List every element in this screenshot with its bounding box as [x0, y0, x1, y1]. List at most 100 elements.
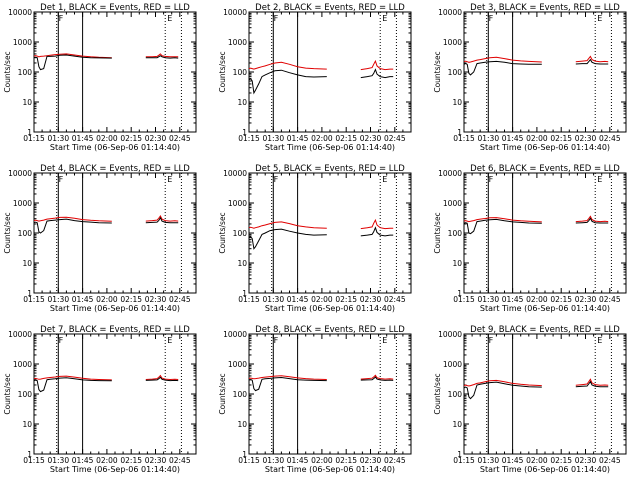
series-lld-line — [145, 53, 179, 58]
y-axis-label: Counts/sec — [218, 212, 227, 253]
series-events-line — [360, 68, 394, 79]
x-axis-label: Start Time (06-Sep-06 01:14:40) — [265, 304, 395, 313]
flag-label: F — [489, 14, 494, 23]
series-events-line — [360, 376, 394, 381]
flag-label: F — [59, 336, 64, 345]
x-tick-label: 02:00 — [526, 134, 548, 143]
x-tick-label: 01:45 — [502, 295, 524, 304]
x-tick-label: 02:30 — [360, 295, 382, 304]
y-axis-label: Counts/sec — [433, 51, 442, 92]
y-tick-label: 10000 — [438, 8, 462, 17]
x-tick-label: 01:30 — [477, 295, 499, 304]
panel-det-2: Det 2, BLACK = Events, RED = LLD 1 10 100 10… — [218, 3, 412, 152]
flag-label: F — [274, 336, 279, 345]
y-tick-label: 10 — [452, 259, 462, 268]
x-tick-label: 01:30 — [477, 456, 499, 465]
series-events-line — [575, 380, 609, 388]
x-tick-label: 01:45 — [72, 134, 94, 143]
series-lld-line — [33, 375, 112, 381]
flag-label: E — [597, 14, 602, 23]
y-tick-label: 1 — [457, 289, 462, 298]
x-tick-label: 01:45 — [72, 295, 94, 304]
flag-label: E — [382, 175, 387, 184]
x-tick-label: 02:45 — [169, 295, 191, 304]
y-axis-label: Counts/sec — [218, 51, 227, 92]
y-axis-label: Counts/sec — [3, 212, 12, 253]
x-axis-label: Start Time (06-Sep-06 01:14:40) — [265, 143, 395, 152]
y-axis-label: Counts/sec — [3, 51, 12, 92]
flag-label: F — [59, 14, 64, 23]
x-tick-label: 02:00 — [526, 456, 548, 465]
x-tick-label: 01:30 — [477, 134, 499, 143]
y-tick-label: 1000 — [13, 199, 32, 208]
flag-label: F — [274, 175, 279, 184]
x-tick-label: 01:45 — [287, 295, 309, 304]
series-events-line — [248, 228, 327, 250]
x-tick-label: 01:45 — [502, 134, 524, 143]
flag-label: E — [382, 336, 387, 345]
x-tick-label: 02:15 — [550, 134, 572, 143]
series-events-line — [463, 218, 542, 235]
x-tick-label: 02:45 — [384, 295, 406, 304]
y-tick-label: 10 — [452, 420, 462, 429]
y-tick-label: 1 — [27, 450, 32, 459]
y-axis-label: Counts/sec — [433, 212, 442, 253]
flag-label: F — [274, 14, 279, 23]
y-tick-label: 1000 — [228, 360, 247, 369]
x-tick-label: 01:45 — [72, 456, 94, 465]
x-tick-label: 01:30 — [262, 295, 284, 304]
series-events-line — [575, 58, 609, 65]
x-tick-label: 02:00 — [96, 295, 118, 304]
series-events-line — [33, 54, 112, 71]
y-tick-label: 10 — [22, 259, 32, 268]
series-events-line — [145, 216, 179, 224]
x-axis-label: Start Time (06-Sep-06 01:14:40) — [50, 143, 180, 152]
y-tick-label: 10000 — [8, 8, 32, 17]
series-lld-line — [145, 374, 179, 381]
x-tick-label: 02:30 — [575, 134, 597, 143]
x-tick-label: 02:30 — [360, 134, 382, 143]
series-events-line — [33, 218, 112, 234]
flag-label: E — [382, 14, 387, 23]
x-tick-label: 02:45 — [599, 295, 621, 304]
y-tick-label: 10 — [452, 98, 462, 107]
series-events-line — [463, 381, 542, 400]
y-tick-label: 10000 — [223, 169, 247, 178]
y-axis-label: Counts/sec — [218, 373, 227, 414]
x-tick-label: 02:15 — [335, 134, 357, 143]
x-tick-label: 02:30 — [145, 295, 167, 304]
series-lld-line — [248, 221, 327, 229]
panel-det-1: Det 1, BLACK = Events, RED = LLD 1 10 100 10… — [3, 3, 197, 152]
panel-title: Det 2, BLACK = Events, RED = LLD — [255, 3, 405, 13]
x-tick-label: 02:30 — [145, 456, 167, 465]
y-tick-label: 10000 — [438, 169, 462, 178]
series-lld-line — [575, 215, 609, 223]
series-lld-line — [33, 216, 112, 222]
flag-label: E — [597, 175, 602, 184]
y-axis-label: Counts/sec — [433, 373, 442, 414]
y-axis-label: Counts/sec — [3, 373, 12, 414]
series-events-line — [145, 55, 179, 59]
y-tick-label: 1 — [242, 128, 247, 137]
x-tick-label: 02:45 — [384, 456, 406, 465]
x-tick-label: 01:30 — [262, 456, 284, 465]
series-lld-line — [463, 379, 542, 387]
y-tick-label: 1 — [27, 289, 32, 298]
x-axis-label: Start Time (06-Sep-06 01:14:40) — [480, 304, 610, 313]
x-axis-label: Start Time (06-Sep-06 01:14:40) — [50, 304, 180, 313]
x-axis-label: Start Time (06-Sep-06 01:14:40) — [50, 465, 180, 474]
x-tick-label: 02:45 — [384, 134, 406, 143]
x-tick-label: 02:00 — [96, 134, 118, 143]
y-tick-label: 100 — [448, 68, 463, 77]
y-tick-label: 10 — [237, 98, 247, 107]
panel-title: Det 5, BLACK = Events, RED = LLD — [255, 164, 405, 174]
x-tick-label: 02:15 — [120, 456, 142, 465]
y-tick-label: 10000 — [8, 330, 32, 339]
y-tick-label: 10000 — [8, 169, 32, 178]
x-tick-label: 01:45 — [287, 456, 309, 465]
y-tick-label: 10 — [22, 98, 32, 107]
x-tick-label: 01:15 — [23, 456, 45, 465]
x-tick-label: 02:15 — [335, 456, 357, 465]
y-tick-label: 100 — [233, 229, 248, 238]
x-tick-label: 01:15 — [453, 456, 475, 465]
